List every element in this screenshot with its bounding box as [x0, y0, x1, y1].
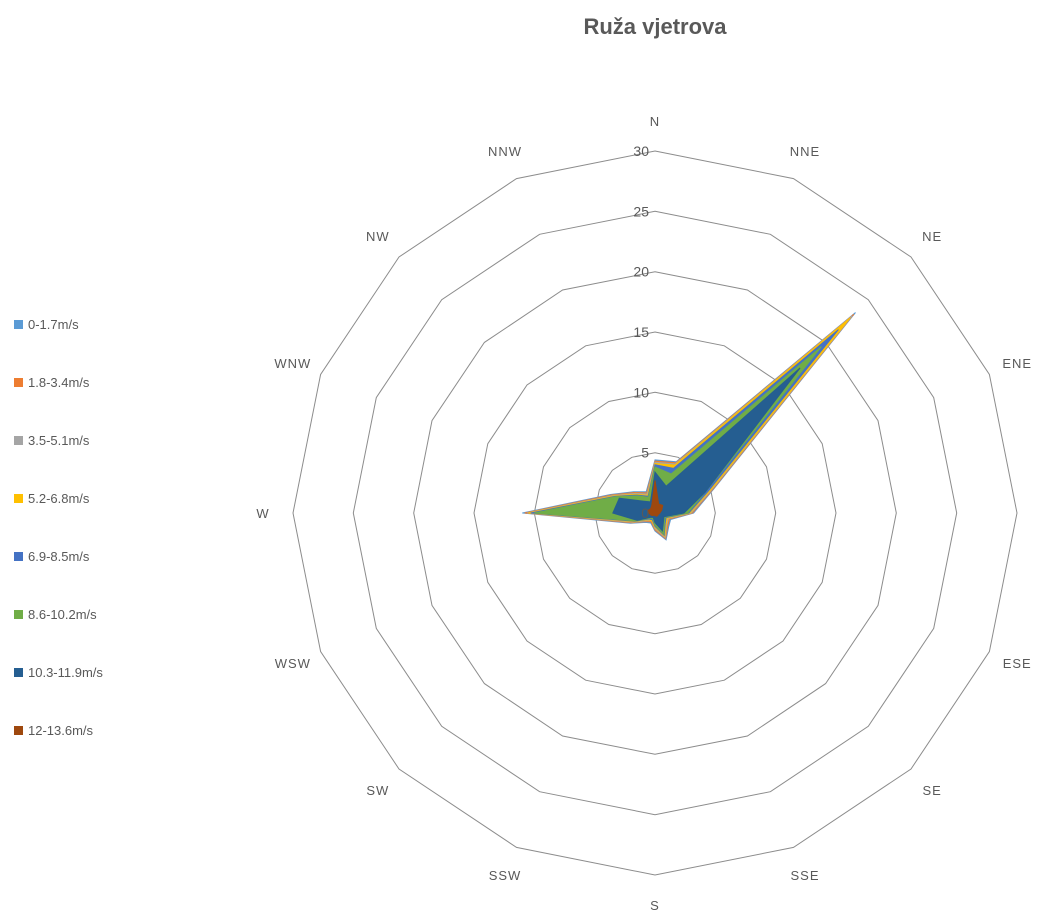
radar-grid	[292, 150, 1018, 876]
radial-tick-15: 15	[633, 324, 649, 340]
grid-ring-25	[352, 210, 958, 816]
legend-label: 6.9-8.5m/s	[28, 548, 90, 564]
series-area-7	[647, 480, 664, 517]
legend-item: 6.9-8.5m/s	[14, 527, 103, 585]
legend-label: 0-1.7m/s	[28, 316, 79, 332]
legend-swatch	[14, 609, 23, 619]
legend-swatch	[14, 435, 23, 445]
radial-tick-20: 20	[633, 264, 649, 280]
legend-label: 12-13.6m/s	[28, 722, 94, 738]
legend-item: 10.3-11.9m/s	[14, 643, 103, 701]
legend-swatch	[14, 377, 23, 387]
grid-ring-30	[292, 150, 1018, 876]
chart-title: Ruža vjetrova	[583, 14, 727, 39]
legend-swatch	[14, 551, 23, 561]
legend-label: 5.2-6.8m/s	[28, 490, 90, 506]
radial-tick-labels: 0 5 10 15 20 25 30	[633, 143, 649, 521]
legend-item: 5.2-6.8m/s	[14, 469, 103, 527]
direction-label-n: N	[650, 114, 660, 129]
direction-label-w: W	[256, 506, 269, 521]
direction-label-sw: SW	[366, 783, 389, 798]
legend-label: 1.8-3.4m/s	[28, 374, 90, 390]
direction-labels: NNNENEENEEESESESSESSSWSWWSWWWNWNWNNW	[256, 114, 1043, 913]
direction-label-sse: SSE	[790, 868, 819, 883]
legend-label: 8.6-10.2m/s	[28, 606, 97, 622]
series-areas	[522, 312, 856, 541]
direction-label-ese: ESE	[1003, 656, 1032, 671]
legend-swatch	[14, 493, 23, 503]
legend: 0-1.7m/s 1.8-3.4m/s 3.5-5.1m/s 5.2-6.8m/s 6.…	[14, 295, 103, 759]
radial-tick-5: 5	[641, 445, 649, 461]
legend-label: 3.5-5.1m/s	[28, 432, 90, 448]
direction-label-wnw: WNW	[274, 356, 311, 371]
direction-label-se: SE	[923, 783, 942, 798]
radial-tick-10: 10	[633, 384, 649, 400]
radial-tick-30: 30	[633, 143, 649, 159]
legend-swatch	[14, 725, 23, 735]
direction-label-nnw: NNW	[488, 144, 522, 159]
direction-label-nne: NNE	[790, 144, 820, 159]
legend-swatch	[14, 319, 23, 329]
direction-label-wsw: WSW	[275, 656, 311, 671]
legend-swatch	[14, 667, 23, 677]
direction-label-nw: NW	[366, 229, 390, 244]
grid-ring-20	[413, 271, 897, 755]
direction-label-s: S	[650, 898, 660, 913]
radial-tick-0: 0	[641, 505, 649, 521]
direction-label-ne: NE	[922, 229, 942, 244]
radial-tick-25: 25	[633, 203, 649, 219]
grid-ring-15	[473, 331, 837, 695]
legend-item: 1.8-3.4m/s	[14, 353, 103, 411]
series-area-6	[612, 367, 801, 532]
legend-item: 8.6-10.2m/s	[14, 585, 103, 643]
direction-label-ssw: SSW	[489, 868, 522, 883]
direction-label-ene: ENE	[1002, 356, 1032, 371]
legend-label: 10.3-11.9m/s	[28, 664, 103, 680]
legend-item: 0-1.7m/s	[14, 295, 103, 353]
legend-item: 12-13.6m/s	[14, 701, 103, 759]
legend-item: 3.5-5.1m/s	[14, 411, 103, 469]
grid-ring-10	[533, 391, 777, 635]
